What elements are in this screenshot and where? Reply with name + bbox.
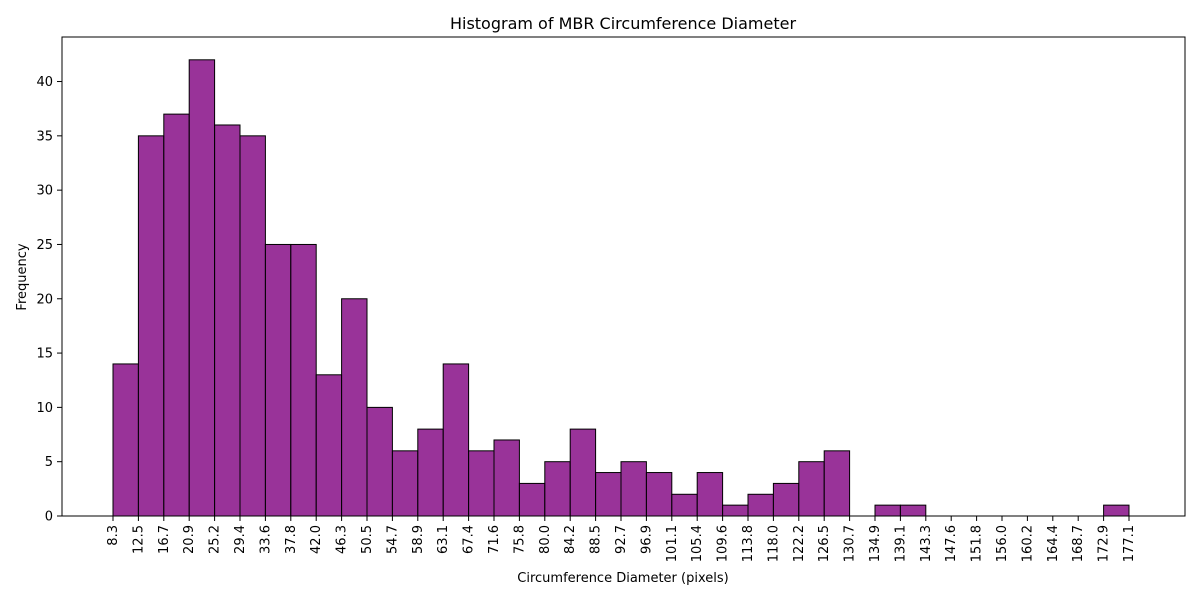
histogram-bar — [290, 243, 317, 517]
x-tick-label: 88.5 — [589, 525, 604, 554]
x-tick-label: 143.3 — [919, 525, 934, 562]
histogram-bar — [569, 428, 597, 517]
x-tick-label: 37.8 — [284, 525, 299, 554]
x-tick-label: 54.7 — [385, 525, 400, 554]
y-axis-label: Frequency — [15, 243, 30, 310]
x-tick-label: 126.5 — [817, 525, 832, 562]
histogram-bar — [442, 363, 470, 517]
y-tick-label: 15 — [36, 347, 53, 362]
plot-frame — [61, 36, 1186, 517]
histogram-bar — [747, 493, 774, 517]
x-tick-label: 92.7 — [614, 525, 629, 554]
x-tick-label: 139.1 — [893, 525, 908, 562]
x-tick-label: 172.9 — [1097, 525, 1112, 562]
bars-group — [112, 59, 1130, 517]
histogram-bar — [214, 124, 241, 517]
histogram-bar — [1103, 504, 1130, 517]
histogram-bar — [239, 135, 266, 517]
histogram-bar — [366, 406, 393, 517]
x-tick-label: 109.6 — [716, 525, 731, 562]
histogram-bar — [417, 428, 444, 517]
x-ticks-group: 8.3 12.5 16.7 20.9 25.2 29.4 33.6 37.8 42.0 46.3 5… — [106, 516, 1137, 562]
x-tick-label: 8.3 — [106, 525, 121, 546]
y-tick-label: 20 — [36, 292, 53, 307]
chart-title: Histogram of MBR Circumference Diameter — [450, 14, 796, 33]
histogram-bar — [188, 59, 216, 517]
histogram-bar — [264, 243, 292, 517]
x-tick-label: 147.6 — [944, 525, 959, 562]
histogram-bar — [798, 461, 825, 517]
x-tick-label: 20.9 — [182, 525, 197, 554]
y-tick-label: 30 — [36, 184, 53, 199]
x-tick-label: 134.9 — [868, 525, 883, 562]
histogram-bar — [772, 482, 800, 517]
x-tick-label: 75.8 — [512, 525, 527, 554]
y-tick-label: 40 — [36, 75, 53, 90]
x-tick-label: 160.2 — [1020, 525, 1035, 562]
x-tick-label: 67.4 — [462, 525, 477, 554]
y-tick-label: 10 — [36, 401, 53, 416]
x-tick-label: 151.8 — [970, 525, 985, 562]
histogram-bar — [620, 461, 647, 517]
y-tick-label: 25 — [36, 238, 53, 253]
histogram-bar — [874, 504, 901, 517]
x-tick-label: 12.5 — [131, 525, 146, 554]
x-tick-label: 25.2 — [208, 525, 223, 554]
x-tick-label: 101.1 — [665, 525, 680, 562]
x-tick-label: 63.1 — [436, 525, 451, 554]
histogram-bar — [722, 504, 749, 517]
x-tick-label: 130.7 — [843, 525, 858, 562]
x-tick-label: 46.3 — [335, 525, 350, 554]
x-tick-label: 168.7 — [1071, 525, 1086, 562]
x-tick-label: 29.4 — [233, 525, 248, 554]
histogram-bar — [823, 450, 851, 517]
x-tick-label: 156.0 — [995, 525, 1010, 562]
histogram-bar — [595, 472, 622, 517]
histogram-bar — [544, 461, 571, 517]
y-ticks-group: 0 5 10 15 20 25 30 35 40 — [36, 75, 62, 525]
histogram-bar — [518, 482, 546, 517]
histogram-bar — [645, 472, 673, 517]
x-tick-label: 42.0 — [309, 525, 324, 554]
histogram-bar — [468, 450, 495, 517]
x-tick-label: 33.6 — [258, 525, 273, 554]
histogram-bar — [315, 374, 343, 517]
histogram-bar — [671, 493, 698, 517]
x-tick-label: 164.4 — [1046, 525, 1061, 562]
y-tick-label: 35 — [36, 129, 53, 144]
histogram-bar — [493, 439, 520, 517]
x-tick-label: 16.7 — [157, 525, 172, 554]
x-tick-label: 118.0 — [766, 525, 781, 562]
x-tick-label: 50.5 — [360, 525, 375, 554]
histogram-bar — [341, 298, 368, 517]
histogram-bar — [899, 504, 927, 517]
x-tick-label: 177.1 — [1122, 525, 1137, 562]
x-tick-label: 84.2 — [563, 525, 578, 554]
histogram-bar — [391, 450, 419, 517]
histogram-bar — [112, 363, 139, 517]
histogram-bar — [137, 135, 165, 517]
histogram-bar — [696, 472, 724, 517]
histogram-bar — [163, 113, 190, 517]
x-tick-label: 105.4 — [690, 525, 705, 562]
x-tick-label: 122.2 — [792, 525, 807, 562]
x-tick-label: 96.9 — [639, 525, 654, 554]
x-tick-label: 113.8 — [741, 525, 756, 562]
x-tick-label: 80.0 — [538, 525, 553, 554]
y-tick-label: 5 — [45, 455, 53, 470]
x-tick-label: 58.9 — [411, 525, 426, 554]
x-axis-label: Circumference Diameter (pixels) — [517, 571, 728, 586]
x-tick-label: 71.6 — [487, 525, 502, 554]
y-tick-label: 0 — [45, 510, 53, 525]
